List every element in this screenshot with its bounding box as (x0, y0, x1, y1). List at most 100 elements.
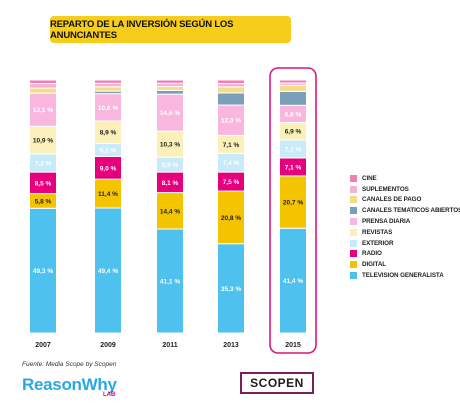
legend-label: PRENSA DIARIA (362, 218, 411, 226)
legend-label: CANALES DE PAGO (362, 196, 422, 204)
bar-segment (217, 243, 245, 334)
chart-title: REPARTO DE LA INVERSIÓN SEGÚN LOS ANUNCI… (50, 18, 234, 41)
chart-legend: CINE SUPLEMENTOS CANALES DE PAGO CANALES TE… (350, 173, 460, 281)
legend-label: DIGITAL (362, 261, 387, 269)
data-label: 7,1 % (285, 164, 302, 171)
legend-swatch (350, 261, 357, 269)
legend-swatch (350, 207, 357, 215)
data-label: 49,4 % (98, 268, 118, 275)
bar-segment (156, 228, 184, 334)
reasonwhy-lab-label: LAB (103, 392, 116, 398)
bar-segment (94, 178, 122, 209)
legend-label: CANALES TEMATICOS ABIERTOS (362, 207, 460, 215)
legend-swatch (350, 228, 357, 236)
bar-segment (29, 87, 57, 94)
legend-label: SUPLEMENTOS (362, 185, 409, 193)
x-tick-label: 2011 (162, 342, 177, 349)
legend-label: EXTERIOR (362, 239, 394, 247)
data-label: 7,5 % (223, 179, 240, 186)
data-label: 35,3 % (221, 286, 241, 293)
bar-segment (29, 92, 57, 127)
source-note: Fuente: Media Scope by Scopen (22, 361, 117, 368)
bar-segment (279, 79, 307, 84)
bar-segment (29, 79, 57, 85)
data-label: 13,1 % (33, 107, 53, 114)
data-label: 7,2 % (35, 160, 52, 167)
data-label: 7,4 % (223, 160, 240, 167)
legend-item: PRENSA DIARIA (350, 216, 460, 227)
data-label: 10,8 % (98, 105, 118, 112)
legend-item: REVISTAS (350, 227, 460, 238)
data-label: 49,3 % (33, 268, 53, 275)
data-label: 8,9 % (100, 130, 117, 137)
bar-segment (29, 207, 57, 334)
data-label: 7,1 % (285, 146, 302, 153)
x-tick-label: 2007 (35, 342, 51, 349)
bar-segment (94, 207, 122, 334)
bar-segment (279, 175, 307, 229)
data-label: 8,5 % (35, 180, 52, 187)
bar-segment (217, 190, 245, 245)
data-label: 10,3 % (160, 142, 180, 149)
bar-segment (29, 125, 57, 155)
legend-swatch (350, 239, 357, 247)
data-label: 14,4 % (160, 208, 180, 215)
data-label: 6,9 % (285, 129, 302, 136)
scopen-logo: SCOPEN (240, 372, 314, 394)
bar-segment (156, 79, 184, 84)
data-label: 7,1 % (223, 142, 240, 149)
legend-item: CINE (350, 173, 460, 184)
reasonwhy-logo: ReasonWhy (22, 375, 117, 394)
data-label: 14,6 % (160, 110, 180, 117)
bar-segment (156, 130, 184, 158)
data-label: 5,9 % (162, 162, 179, 169)
legend-item: CANALES TEMATICOS ABIERTOS (350, 205, 460, 216)
data-label: 11,4 % (98, 191, 118, 198)
legend-item: EXTERIOR (350, 238, 460, 249)
legend-item: CANALES DE PAGO (350, 195, 460, 206)
bar-segment (279, 90, 307, 106)
bar-segment (94, 86, 122, 92)
bar-segment (217, 86, 245, 94)
x-tick-label: 2013 (223, 342, 239, 349)
bar-segment (217, 92, 245, 106)
legend-label: REVISTAS (362, 228, 393, 236)
legend-swatch (350, 185, 357, 193)
bar-segment (156, 93, 184, 132)
legend-item: TELEVISION GENERALISTA (350, 270, 460, 281)
legend-swatch (350, 196, 357, 204)
data-label: 5,8 % (35, 198, 52, 205)
bar-segment (217, 79, 245, 85)
data-label: 5,1 % (100, 147, 117, 154)
legend-swatch (350, 218, 357, 226)
legend-label: RADIO (362, 250, 382, 258)
legend-item: SUPLEMENTOS (350, 184, 460, 195)
data-label: 8,1 % (162, 180, 179, 187)
legend-swatch (350, 174, 357, 182)
x-tick-label: 2015 (285, 342, 301, 349)
bar-segment (94, 82, 122, 88)
data-label: 20,7 % (283, 200, 303, 207)
chart-title-box: REPARTO DE LA INVERSIÓN SEGÚN LOS ANUNCI… (50, 16, 291, 43)
data-label: 9,0 % (100, 165, 117, 172)
data-label: 6,8 % (285, 111, 302, 118)
legend-label: TELEVISION GENERALISTA (362, 272, 444, 280)
data-label: 41,4 % (283, 278, 303, 285)
bar-segment (156, 86, 184, 91)
legend-swatch (350, 250, 357, 258)
legend-swatch (350, 272, 357, 280)
data-label: 10,9 % (33, 138, 53, 145)
bar-segment (94, 79, 122, 84)
bar-segment (156, 89, 184, 95)
data-label: 41,1 % (160, 279, 180, 286)
legend-item: RADIO (350, 249, 460, 260)
data-label: 20,8 % (221, 215, 241, 222)
legend-label: CINE (362, 174, 377, 182)
legend-item: DIGITAL (350, 259, 460, 270)
bar-segment (29, 83, 57, 89)
data-label: 12,0 % (221, 118, 241, 125)
bar-segment (279, 84, 307, 92)
highlight-frame (269, 67, 317, 354)
scopen-logo-text: SCOPEN (250, 376, 304, 390)
